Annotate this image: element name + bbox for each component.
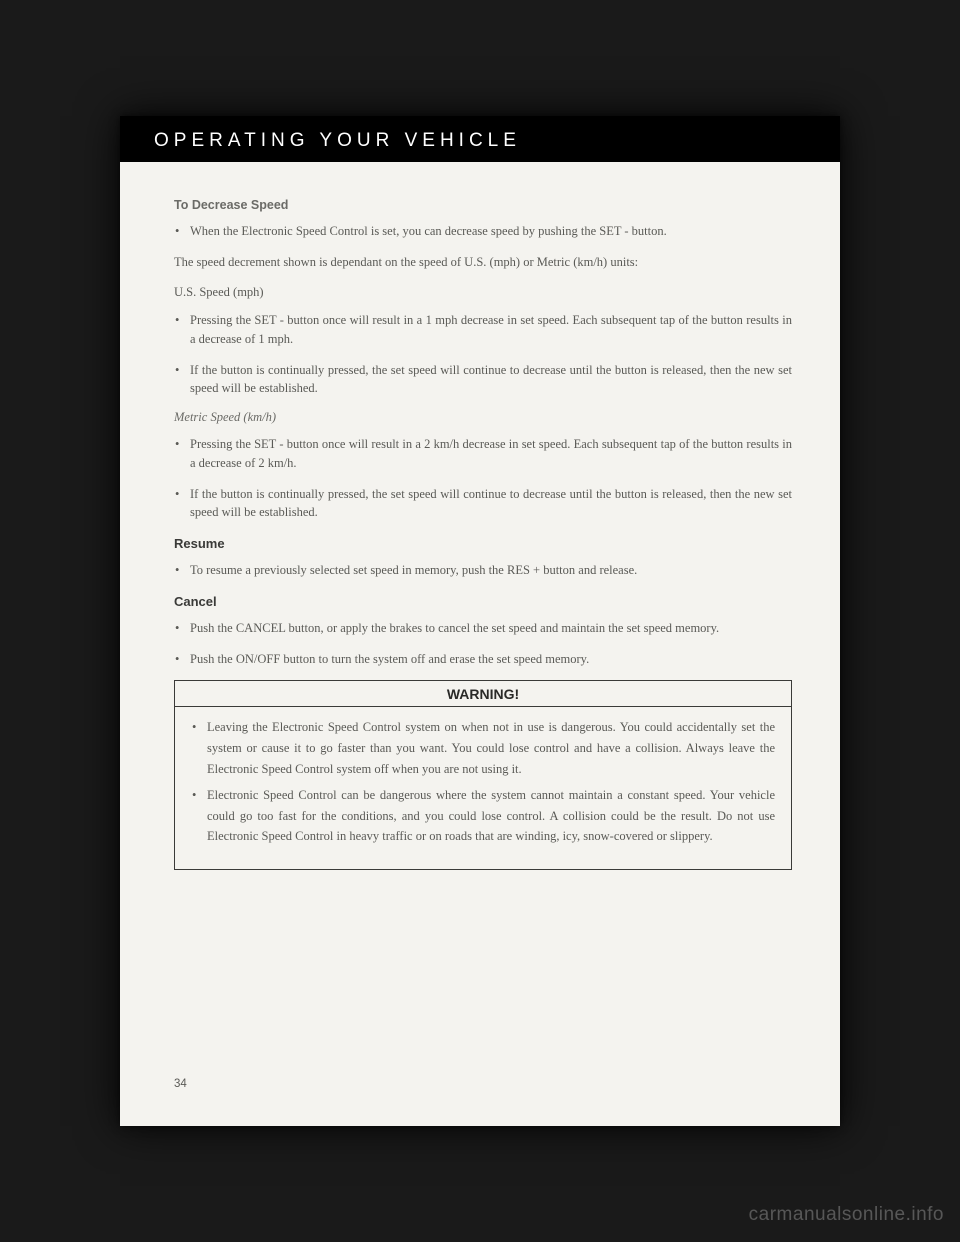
section-header: OPERATING YOUR VEHICLE xyxy=(120,116,840,162)
list-item: If the button is continually pressed, th… xyxy=(174,485,792,523)
manual-page: OPERATING YOUR VEHICLE To Decrease Speed… xyxy=(120,116,840,1126)
list-item: Push the ON/OFF button to turn the syste… xyxy=(174,650,792,669)
watermark-text: carmanualsonline.info xyxy=(749,1204,944,1226)
list-metric-speed: Pressing the SET - button once will resu… xyxy=(174,435,792,522)
heading-cancel: Cancel xyxy=(174,594,792,609)
list-us-speed: Pressing the SET - button once will resu… xyxy=(174,311,792,398)
warning-box: WARNING! Leaving the Electronic Speed Co… xyxy=(174,680,792,870)
warning-title: WARNING! xyxy=(175,681,791,707)
list-decrease-intro: When the Electronic Speed Control is set… xyxy=(174,222,792,241)
list-item: Push the CANCEL button, or apply the bra… xyxy=(174,619,792,638)
list-warning: Leaving the Electronic Speed Control sys… xyxy=(191,717,775,847)
heading-resume: Resume xyxy=(174,536,792,551)
list-item: Pressing the SET - button once will resu… xyxy=(174,311,792,349)
page-number: 34 xyxy=(174,1078,187,1090)
list-item: Leaving the Electronic Speed Control sys… xyxy=(191,717,775,779)
list-resume: To resume a previously selected set spee… xyxy=(174,561,792,580)
list-item: When the Electronic Speed Control is set… xyxy=(174,222,792,241)
paragraph-decrement-note: The speed decrement shown is dependant o… xyxy=(174,253,792,271)
label-metric-speed: Metric Speed (km/h) xyxy=(174,410,792,425)
list-item: Electronic Speed Control can be dangerou… xyxy=(191,785,775,847)
section-header-title: OPERATING YOUR VEHICLE xyxy=(154,130,521,151)
label-us-speed: U.S. Speed (mph) xyxy=(174,283,792,301)
page-container: OPERATING YOUR VEHICLE To Decrease Speed… xyxy=(120,116,840,1126)
list-cancel: Push the CANCEL button, or apply the bra… xyxy=(174,619,792,669)
page-content: To Decrease Speed When the Electronic Sp… xyxy=(120,162,840,890)
warning-body: Leaving the Electronic Speed Control sys… xyxy=(175,707,791,869)
heading-decrease-speed: To Decrease Speed xyxy=(174,198,792,212)
list-item: If the button is continually pressed, th… xyxy=(174,361,792,399)
list-item: To resume a previously selected set spee… xyxy=(174,561,792,580)
list-item: Pressing the SET - button once will resu… xyxy=(174,435,792,473)
